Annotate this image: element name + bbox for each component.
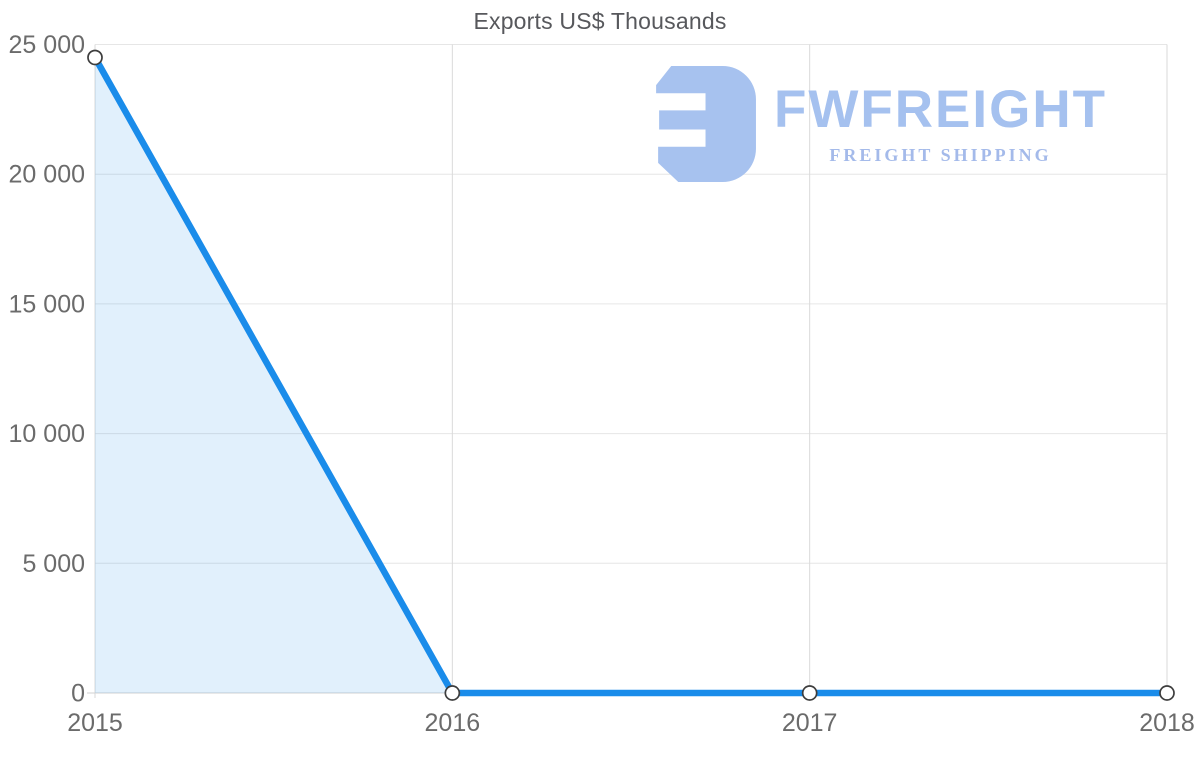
x-axis-tick-label: 2018 xyxy=(1139,709,1195,737)
data-point-marker[interactable] xyxy=(801,685,818,701)
fwfreight-logo-icon xyxy=(656,66,756,182)
y-axis-tick-label: 20 000 xyxy=(9,161,85,189)
x-axis-tick-label: 2016 xyxy=(425,709,481,737)
watermark: FWFREIGHT FREIGHT SHIPPING xyxy=(648,66,1107,182)
watermark-tagline-text: FREIGHT SHIPPING xyxy=(829,144,1052,165)
x-axis-tick-label: 2017 xyxy=(782,709,838,737)
x-axis-tick-label: 2015 xyxy=(67,709,123,737)
watermark-brand-text: FWFREIGHT xyxy=(774,79,1107,139)
data-point-marker[interactable] xyxy=(1159,685,1175,701)
y-axis-tick-label: 15 000 xyxy=(9,290,85,318)
watermark-text-block: FWFREIGHT FREIGHT SHIPPING xyxy=(774,83,1107,166)
data-point-marker[interactable] xyxy=(87,49,103,66)
y-axis-tick-label: 5 000 xyxy=(22,550,85,578)
series-line xyxy=(91,54,1171,697)
y-axis-tick-label: 0 xyxy=(71,680,85,708)
y-axis-tick-label: 25 000 xyxy=(9,31,85,59)
y-axis-tick-label: 10 000 xyxy=(9,420,85,448)
chart-title: Exports US$ Thousands xyxy=(473,8,727,34)
data-point-marker[interactable] xyxy=(444,685,461,701)
